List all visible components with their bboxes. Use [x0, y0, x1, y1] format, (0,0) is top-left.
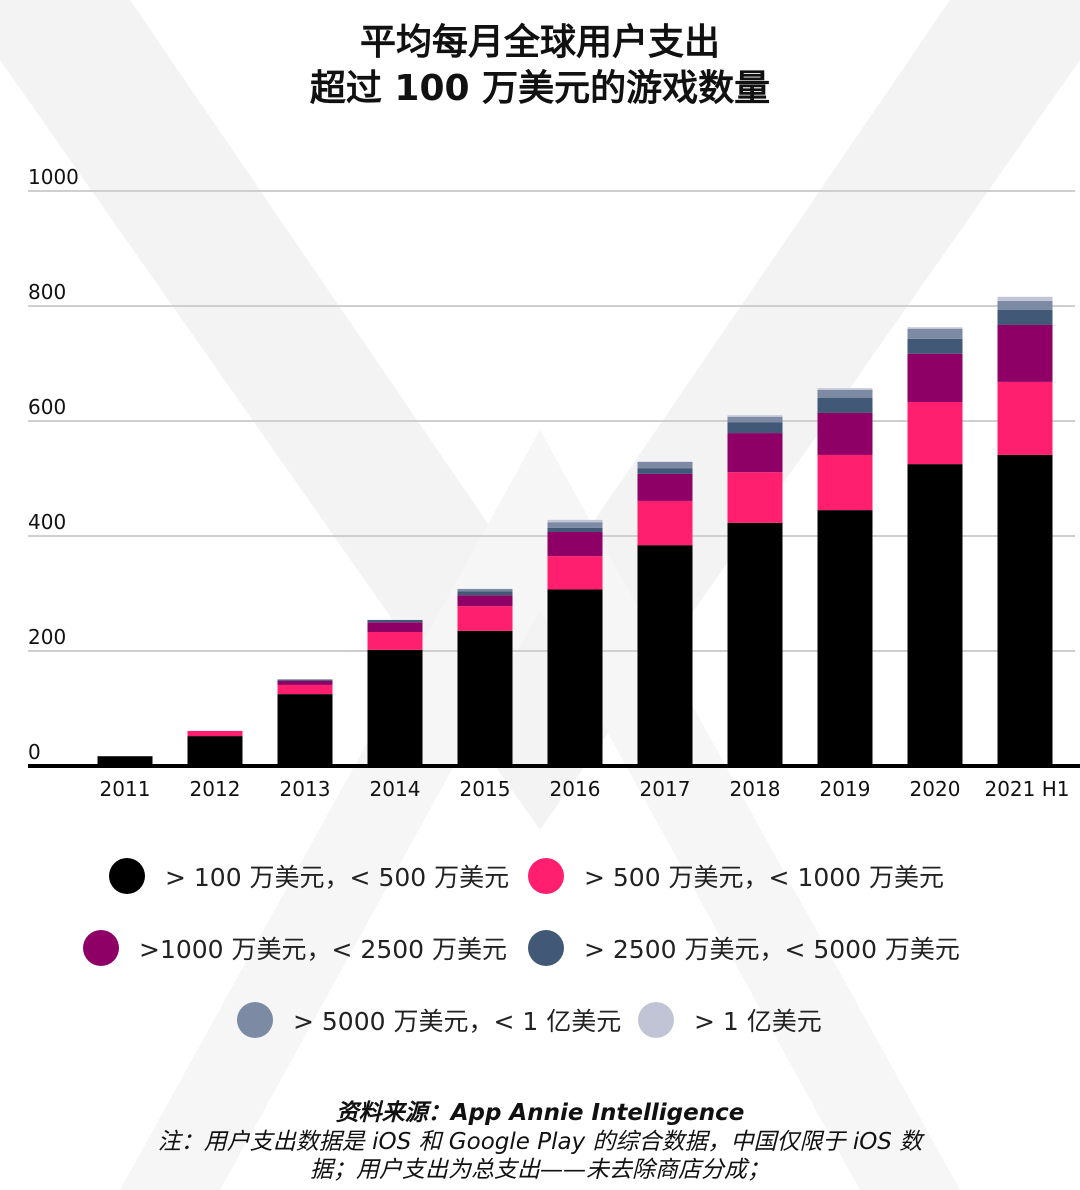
legend-swatch-5: [638, 1002, 674, 1038]
bar-segment-2017-s1: [637, 500, 693, 546]
legend-item-5: > 1 亿美元: [638, 1002, 822, 1038]
bar-segment-2020-s3: [907, 338, 963, 354]
bar-segment-2021-H1-s4: [997, 300, 1053, 311]
bar-segment-2020-s2: [907, 353, 963, 403]
legend-label: > 100 万美元，< 500 万美元: [165, 863, 510, 892]
bar-segment-2019-s2: [817, 412, 873, 455]
x-tick-label: 2018: [730, 777, 781, 801]
bar-segment-2013-s3: [277, 679, 333, 681]
bar-segment-2016-s0: [547, 589, 603, 766]
bar-segment-2014-s0: [367, 649, 423, 766]
bar-segment-2016-s1: [547, 556, 603, 590]
bar-segment-2020-s5: [907, 327, 963, 329]
note-line-1: 注：用户支出数据是 iOS 和 Google Play 的综合数据，中国仅限于 …: [157, 1129, 923, 1155]
bar-segment-2017-s2: [637, 473, 693, 501]
bar-segment-2018-s1: [727, 472, 783, 523]
bar-segment-2019-s5: [817, 388, 873, 390]
bar-segment-2019-s0: [817, 510, 873, 766]
bar-segment-2013-s2: [277, 680, 333, 685]
bar-segment-2014-s3: [367, 619, 423, 623]
bar-segment-2016-s2: [547, 531, 603, 557]
bar-segment-2012-s1: [187, 730, 243, 737]
y-tick-label: 600: [28, 395, 66, 419]
chart-title-line2: 超过 100 万美元的游戏数量: [309, 68, 771, 109]
bar-segment-2018-s4: [727, 416, 783, 423]
legend-swatch-1: [528, 858, 564, 894]
note-line-2: 据；用户支出为总支出——未去除商店分成；: [310, 1157, 770, 1183]
bar-segment-2020-s1: [907, 402, 963, 465]
y-tick-label: 800: [28, 280, 66, 304]
bar-segment-2014-s1: [367, 632, 423, 650]
bar-segment-2016-s4: [547, 522, 603, 528]
bar-segment-2021-H1-s5: [997, 296, 1053, 301]
bar-segment-2018-s3: [727, 422, 783, 434]
legend-label: > 2500 万美元，< 5000 万美元: [584, 935, 960, 964]
x-tick-label: 2021 H1: [984, 777, 1069, 801]
x-tick-label: 2011: [100, 777, 151, 801]
legend-item-3: > 2500 万美元，< 5000 万美元: [528, 930, 960, 966]
y-tick-label: 0: [28, 740, 41, 764]
bar-segment-2017-s4: [637, 461, 693, 469]
legend-label: >1000 万美元，< 2500 万美元: [139, 935, 507, 964]
bar-segment-2015-s1: [457, 606, 513, 631]
legend-swatch-4: [237, 1002, 273, 1038]
x-tick-label: 2015: [460, 777, 511, 801]
y-tick-label: 1000: [28, 165, 79, 189]
bar-segment-2015-s2: [457, 595, 513, 607]
legend-item-1: > 500 万美元，< 1000 万美元: [528, 858, 944, 894]
bar-segment-2017-s0: [637, 545, 693, 766]
bar-segment-2019-s3: [817, 398, 873, 413]
legend-label: > 500 万美元，< 1000 万美元: [584, 863, 945, 892]
legend-swatch-3: [528, 930, 564, 966]
source-line: 资料来源：App Annie Intelligence: [0, 1099, 1080, 1127]
bar-segment-2015-s3: [457, 591, 513, 596]
x-tick-label: 2020: [910, 777, 961, 801]
bar-segment-2021-H1-s3: [997, 310, 1053, 325]
bar-segment-2015-s4: [457, 588, 513, 592]
legend-item-0: > 100 万美元，< 500 万美元: [109, 858, 509, 894]
bar-segment-2016-s5: [547, 519, 603, 523]
bar-segment-2020-s4: [907, 329, 963, 339]
bar-segment-2021-H1-s1: [997, 381, 1053, 455]
bar-segment-2013-s4: [277, 679, 333, 680]
bar-segment-2019-s1: [817, 454, 873, 511]
source-text: App Annie Intelligence: [450, 1100, 745, 1126]
x-tick-label: 2013: [280, 777, 331, 801]
bar-segment-2021-H1-s2: [997, 324, 1053, 382]
source-label: 资料来源：: [335, 1100, 451, 1126]
bar-segment-2017-s3: [637, 468, 693, 474]
legend-label: > 5000 万美元，< 1 亿美元: [293, 1007, 622, 1036]
x-tick-label: 2014: [370, 777, 421, 801]
bar-segment-2018-s0: [727, 522, 783, 766]
y-tick-label: 400: [28, 510, 66, 534]
x-tick-label: 2017: [640, 777, 691, 801]
bar-segment-2016-s3: [547, 527, 603, 532]
x-tick-label: 2019: [820, 777, 871, 801]
bar-segment-2018-s2: [727, 433, 783, 473]
bar-segment-2019-s4: [817, 389, 873, 398]
bar-segment-2015-s0: [457, 630, 513, 766]
legend-item-4: > 5000 万美元，< 1 亿美元: [237, 1002, 621, 1038]
legend-label: > 1 亿美元: [694, 1007, 822, 1036]
legend-swatch-0: [109, 858, 145, 894]
bar-segment-2011-s0: [97, 756, 153, 766]
legend-swatch-2: [83, 930, 119, 966]
x-tick-label: 2016: [550, 777, 601, 801]
bar-segment-2012-s0: [187, 736, 243, 766]
x-tick-label: 2012: [190, 777, 241, 801]
bar-segment-2018-s5: [727, 415, 783, 417]
chart-title-line1: 平均每月全球用户支出: [359, 22, 720, 63]
legend-item-2: >1000 万美元，< 2500 万美元: [83, 930, 507, 966]
y-tick-label: 200: [28, 625, 66, 649]
bar-segment-2021-H1-s0: [997, 454, 1053, 766]
bar-segment-2013-s1: [277, 684, 333, 695]
bar-segment-2014-s2: [367, 622, 423, 633]
bar-segment-2020-s0: [907, 464, 963, 766]
stacked-bar-chart: 0 200 400 600 800 1000 2011 2012 2013 2014 2015 20…: [28, 165, 1080, 801]
bar-segment-2013-s0: [277, 694, 333, 766]
